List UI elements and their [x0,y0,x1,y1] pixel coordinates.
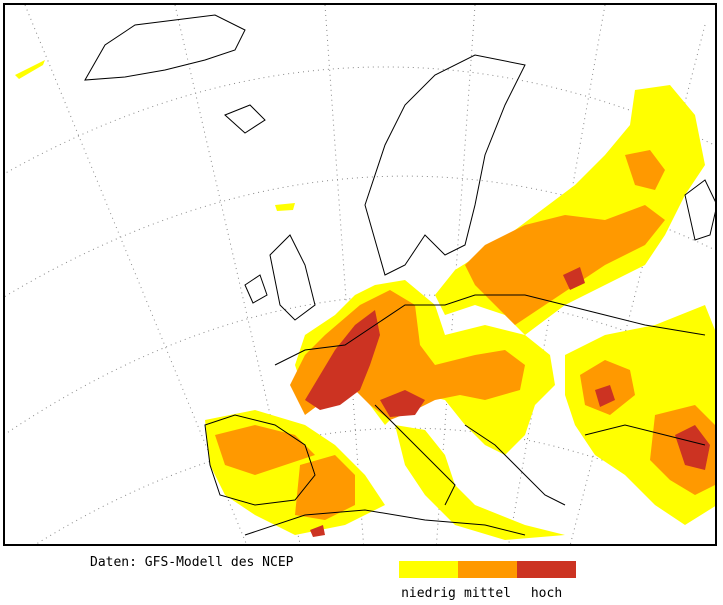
zone-high [305,267,710,537]
weather-map [3,3,717,546]
legend-swatch-low [399,561,458,578]
legend-swatch-high [517,561,576,578]
legend-label-low: niedrig [401,586,456,601]
legend-label-medium: mittel [464,586,511,601]
legend-swatch-medium [458,561,517,578]
zone-low [15,60,715,540]
legend-color-bar [399,561,576,578]
map-canvas [5,5,715,544]
legend-label-high: hoch [530,586,563,601]
zone-medium [215,150,715,520]
legend-labels: niedrig mittel hoch [399,586,576,601]
coastlines [84,14,715,536]
data-source-label: Daten: GFS-Modell des NCEP [90,555,294,570]
